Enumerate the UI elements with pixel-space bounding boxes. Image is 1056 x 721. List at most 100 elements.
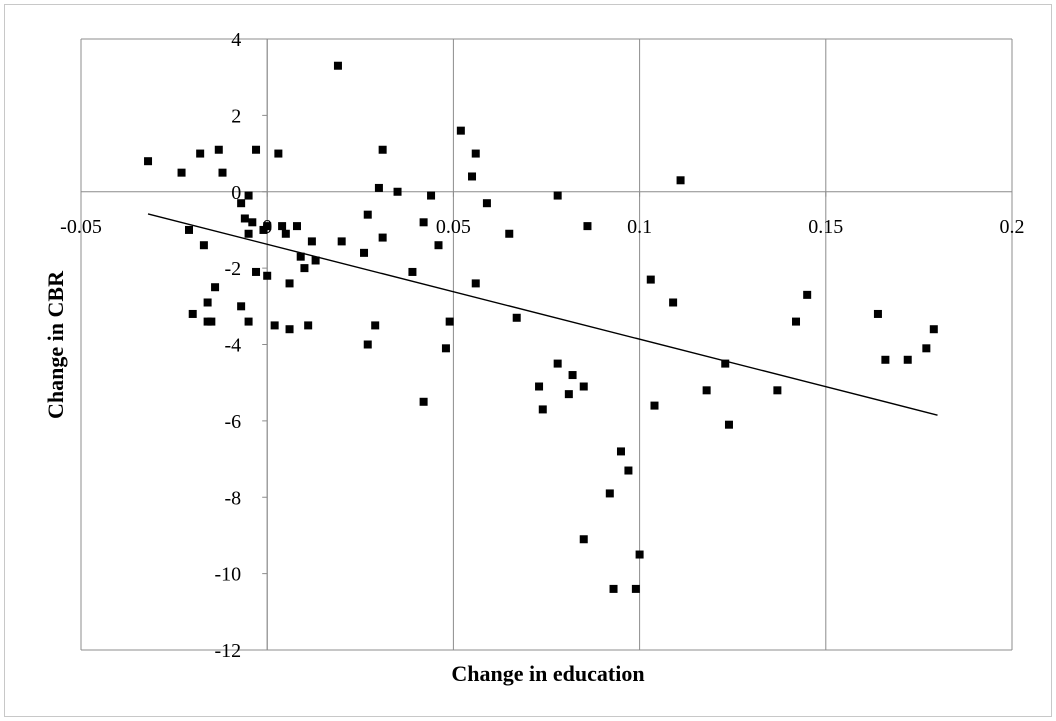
data-point [378,233,387,242]
data-point [579,535,588,544]
data-point [419,397,428,406]
data-point [363,210,372,219]
y-tick-label: -10 [215,564,242,586]
axes [80,38,1013,651]
data-point [650,401,659,410]
data-point [188,309,197,318]
x-tick-label: 0.15 [808,216,843,238]
data-point [792,317,801,326]
data-point [144,157,153,166]
data-point [393,187,402,196]
data-point [482,199,491,208]
data-point [881,355,890,364]
data-point [873,309,882,318]
data-point [184,225,193,234]
data-point [773,386,782,395]
data-point [252,145,261,154]
x-tick-label: 0.1 [627,216,652,238]
data-point [702,386,711,395]
data-point [427,191,436,200]
data-point [285,325,294,334]
data-point [471,279,480,288]
tick-labels: -12 -10 -8 -6 -4 -2 0 2 4 -0.05 0 0.05 0.1 0.15 0.2 [60,29,1024,662]
data-point [274,149,283,158]
data-point [538,405,547,414]
data-point [564,390,573,399]
data-point [237,302,246,311]
y-tick-label: -6 [225,411,242,433]
data-point [263,222,272,231]
scatter-chart: -12 -10 -8 -6 -4 -2 0 2 4 -0.05 0 0.05 0.1 0.15 0.2 Ch… [43,29,1025,686]
data-point [237,199,246,208]
y-tick-label: 4 [231,29,241,51]
y-tick-label: -4 [225,335,242,357]
x-tick-label: -0.05 [60,216,102,238]
data-point [371,321,380,330]
data-point [605,489,614,498]
data-point [300,264,309,273]
data-point [505,229,514,238]
data-point [624,466,633,475]
data-point [244,317,253,326]
data-point [419,218,428,227]
data-point [646,275,655,284]
data-point [616,447,625,456]
data-point [214,145,223,154]
data-point [609,584,618,593]
data-point [278,222,287,231]
data-point [408,267,417,276]
data-point [270,321,279,330]
data-point [471,149,480,158]
x-tick-label: 0.05 [436,216,471,238]
data-point [218,168,227,177]
data-point [363,340,372,349]
chart-frame: -12 -10 -8 -6 -4 -2 0 2 4 -0.05 0 0.05 0.1 0.15 0.2 Ch… [4,4,1052,717]
data-point [252,267,261,276]
x-tick-label: 0 [262,216,272,238]
data-point [553,191,562,200]
data-point [333,61,342,70]
data-point [512,313,521,322]
data-point [721,359,730,368]
data-point [244,191,253,200]
data-point [360,248,369,257]
data-point [307,237,316,246]
grid-lines [80,38,1013,651]
data-point [263,271,272,280]
data-point [311,256,320,265]
data-point [281,229,290,238]
data-point [631,584,640,593]
y-tick-label: 0 [231,182,241,204]
data-point [374,183,383,192]
data-point [203,298,212,307]
data-point [207,317,216,326]
data-point [583,222,592,231]
data-point [468,172,477,181]
data-point [211,283,220,292]
y-tick-label: -12 [215,640,242,662]
y-axis-title: Change in CBR [43,270,68,419]
data-point [240,214,249,223]
data-point [903,355,912,364]
y-tick-label: 2 [231,105,241,127]
data-point [803,290,812,299]
data-point [285,279,294,288]
data-point [199,241,208,250]
data-point [304,321,313,330]
data-point [724,420,733,429]
trendline-path [147,213,938,416]
data-point [248,218,257,227]
data-point [337,237,346,246]
data-point [669,298,678,307]
data-point [929,325,938,334]
data-point [434,241,443,250]
data-point [579,382,588,391]
x-tick-label: 0.2 [1000,216,1025,238]
data-point [922,344,931,353]
x-axis-title: Change in education [451,661,644,686]
data-point [535,382,544,391]
data-point [292,222,301,231]
data-point [177,168,186,177]
data-point [456,126,465,135]
data-point [568,371,577,380]
